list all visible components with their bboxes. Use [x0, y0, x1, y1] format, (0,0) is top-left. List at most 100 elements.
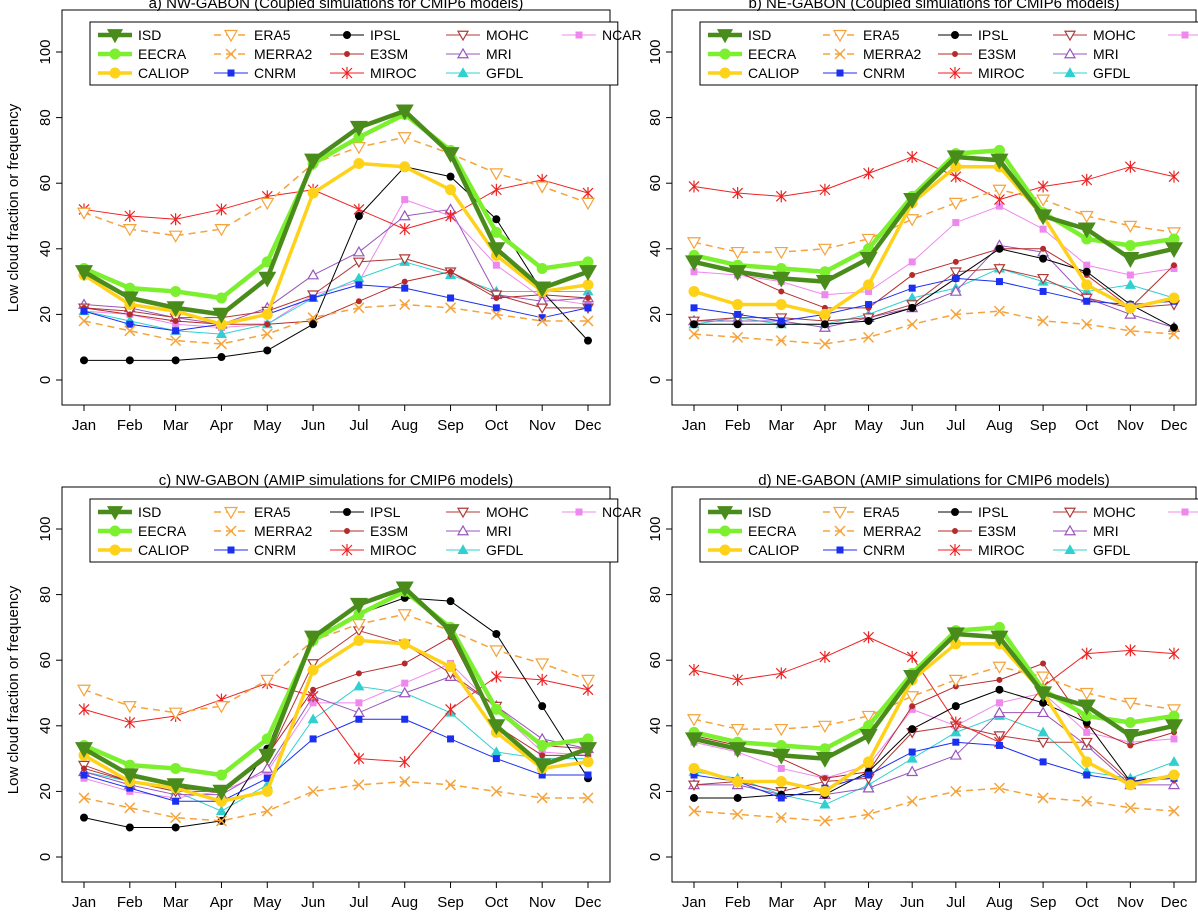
data-point-cnrm [865, 771, 873, 779]
data-point-era5 [535, 181, 550, 194]
legend-label: MIROC [370, 65, 417, 81]
data-point-isd [990, 630, 1009, 647]
x-tick-label: Aug [391, 417, 418, 434]
data-point-e3sm [539, 752, 546, 759]
data-point-isd [166, 778, 185, 795]
data-point-miroc [950, 170, 962, 183]
data-point-cnrm [126, 784, 134, 792]
data-point-ipsl [492, 215, 501, 224]
series-line-mohc [693, 267, 1175, 322]
data-point-eecra [215, 769, 227, 781]
data-point-cnrm [777, 794, 785, 802]
x-tick-label: Jun [900, 894, 924, 911]
data-point-isd [1034, 686, 1053, 703]
legend-item-caliop: CALIOP [708, 542, 799, 558]
legend-label: CNRM [254, 542, 296, 558]
data-point-caliop [819, 785, 831, 797]
data-point-miroc [688, 664, 700, 677]
data-point-merra2 [490, 785, 502, 797]
y-tick-label: 60 [647, 175, 664, 192]
x-tick-label: Feb [725, 417, 751, 434]
data-point-eecra [170, 762, 182, 774]
x-tick-label: Sep [1030, 894, 1057, 911]
legend-label: IPSL [978, 27, 1009, 43]
legend-marker [952, 51, 958, 57]
y-axis-title: Low cloud fraction or frequency [5, 585, 22, 794]
x-tick-label: May [854, 894, 883, 911]
legend-marker [457, 67, 469, 77]
x-tick-label: Oct [485, 417, 509, 434]
data-point-e3sm [909, 703, 916, 710]
legend-label: MOHC [486, 504, 529, 520]
data-point-ncar [908, 705, 916, 713]
legend-label: ISD [748, 504, 771, 520]
data-point-isd [772, 271, 791, 288]
chart-panel-1: b) NE-GABON (Coupled simulations for CMI… [647, 0, 1198, 434]
data-point-ipsl [584, 336, 592, 345]
data-point-cnrm [126, 320, 134, 328]
data-point-mri [949, 749, 962, 760]
data-point-ipsl [995, 244, 1004, 253]
chart-title: d) NE-GABON (AMIP simulations for CMIP6 … [758, 472, 1109, 489]
data-point-caliop [1168, 769, 1180, 781]
data-point-isd [1121, 729, 1140, 745]
data-point-e3sm [401, 660, 408, 667]
data-point-ipsl [864, 316, 873, 325]
x-tick-label: Dec [1161, 417, 1188, 434]
series-line-mri [694, 712, 1174, 796]
series-isd [684, 627, 1184, 768]
data-point-isd [815, 275, 834, 291]
data-point-gfdl [906, 752, 918, 763]
legend-marker [227, 546, 235, 554]
x-tick-label: Oct [1075, 417, 1099, 434]
x-tick-label: Apr [210, 417, 233, 434]
data-point-cnrm [447, 735, 455, 743]
data-point-ncar [1083, 728, 1091, 736]
legend-label: MOHC [1093, 27, 1136, 43]
data-point-cnrm [447, 294, 455, 302]
data-point-miroc [78, 703, 90, 716]
data-point-ipsl [1039, 254, 1048, 263]
x-tick-label: Sep [437, 894, 464, 911]
x-tick-label: May [854, 417, 883, 434]
series-line-isd [693, 631, 1175, 761]
data-point-ncar [777, 764, 785, 772]
series-line-merra2 [693, 787, 1175, 822]
series-line-mohc [83, 258, 588, 319]
series-line-cnrm [693, 277, 1175, 322]
data-point-caliop [353, 158, 365, 170]
data-point-caliop [1081, 756, 1093, 768]
x-tick-label: May [253, 417, 282, 434]
data-point-era5 [1079, 210, 1094, 224]
data-point-cnrm [355, 281, 363, 289]
data-point-ipsl [492, 629, 501, 638]
data-point-ncar [908, 258, 916, 266]
legend-label: EECRA [748, 523, 797, 539]
data-point-merra2 [307, 312, 319, 324]
data-point-era5 [817, 243, 832, 257]
series-line-ncar [693, 205, 1175, 296]
data-point-miroc [906, 650, 918, 663]
data-point-ncar [401, 679, 409, 687]
data-point-miroc [445, 210, 456, 222]
y-tick-label: 20 [37, 306, 54, 323]
legend-label: E3SM [370, 46, 408, 62]
data-point-merra2 [353, 779, 365, 791]
data-point-miroc [863, 167, 874, 180]
data-point-mohc [536, 303, 549, 315]
series-caliop [78, 158, 594, 330]
data-point-ipsl [690, 320, 698, 329]
data-point-caliop [863, 279, 875, 291]
data-point-caliop [1124, 302, 1136, 314]
data-point-isd [441, 147, 460, 163]
data-point-e3sm [585, 295, 591, 301]
data-point-gfdl [1124, 279, 1136, 289]
data-point-eecra [1124, 717, 1136, 729]
x-tick-label: Jan [72, 894, 96, 911]
legend-item-mohc: MOHC [1053, 27, 1136, 43]
data-point-cnrm [1039, 758, 1047, 766]
legend-marker [109, 67, 121, 79]
legend-label: E3SM [370, 523, 408, 539]
data-point-mri [307, 268, 320, 280]
data-point-miroc [582, 187, 594, 200]
